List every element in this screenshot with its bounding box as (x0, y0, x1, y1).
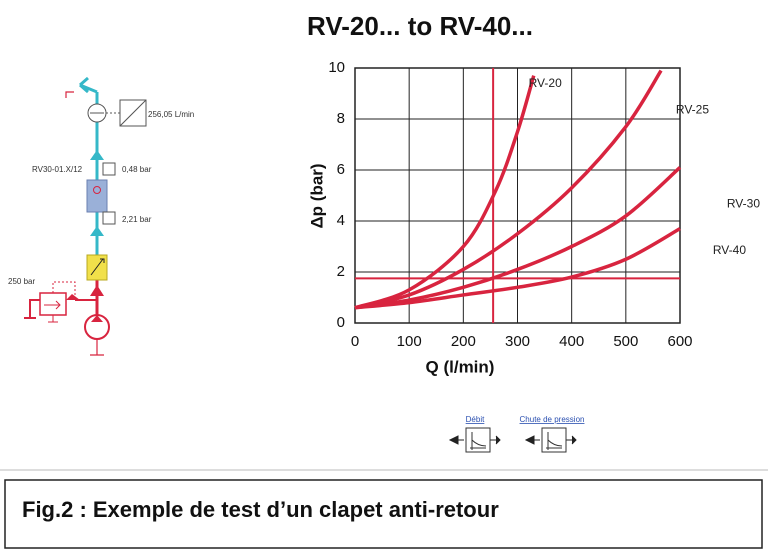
y-tick-label: 2 (337, 263, 345, 280)
x-tick-label: 200 (451, 333, 476, 350)
caption-box (4, 479, 763, 549)
x-tick-label: 300 (505, 333, 530, 350)
y-tick-label: 8 (337, 110, 345, 127)
y-tick-label: 10 (328, 59, 345, 76)
hydraulic-diagram: 256,05 L/min 0,48 bar RV30-01.X/12 2,21 … (8, 76, 194, 356)
pressure-out: 0,48 bar (122, 165, 152, 174)
x-axis-label: Q (l/min) (426, 357, 495, 376)
series-label: RV-30 (727, 197, 760, 211)
x-tick-label: 600 (667, 333, 692, 350)
pressure-in: 2,21 bar (122, 215, 152, 224)
pressure-drop-icon-label: Chute de pression (520, 415, 585, 424)
series-line (354, 166, 682, 310)
chart-title: RV-20... to RV-40... (307, 11, 533, 41)
flow-reading: 256,05 L/min (148, 110, 194, 119)
relief-setting: 250 bar (8, 277, 35, 286)
valve-label: RV30-01.X/12 (32, 165, 83, 174)
y-tick-label: 4 (337, 212, 345, 229)
caption: Fig.2 : Exemple de test d’un clapet anti… (22, 497, 499, 522)
x-tick-label: 100 (397, 333, 422, 350)
series-label: RV-20 (529, 76, 562, 90)
x-tick-label: 500 (613, 333, 638, 350)
x-tick-label: 0 (351, 333, 359, 350)
y-tick-label: 6 (337, 161, 345, 178)
series-line (354, 75, 536, 310)
y-axis-label: Δp (bar) (307, 163, 326, 228)
series-label: RV-40 (713, 243, 746, 257)
y-tick-label: 0 (337, 314, 345, 331)
x-tick-label: 400 (559, 333, 584, 350)
legend-icons: Débit Chute de pression (448, 415, 585, 453)
series-line (354, 227, 681, 310)
flow-icon-label: Débit (466, 415, 485, 424)
series-label: RV-25 (676, 103, 709, 117)
series-line (354, 69, 663, 310)
